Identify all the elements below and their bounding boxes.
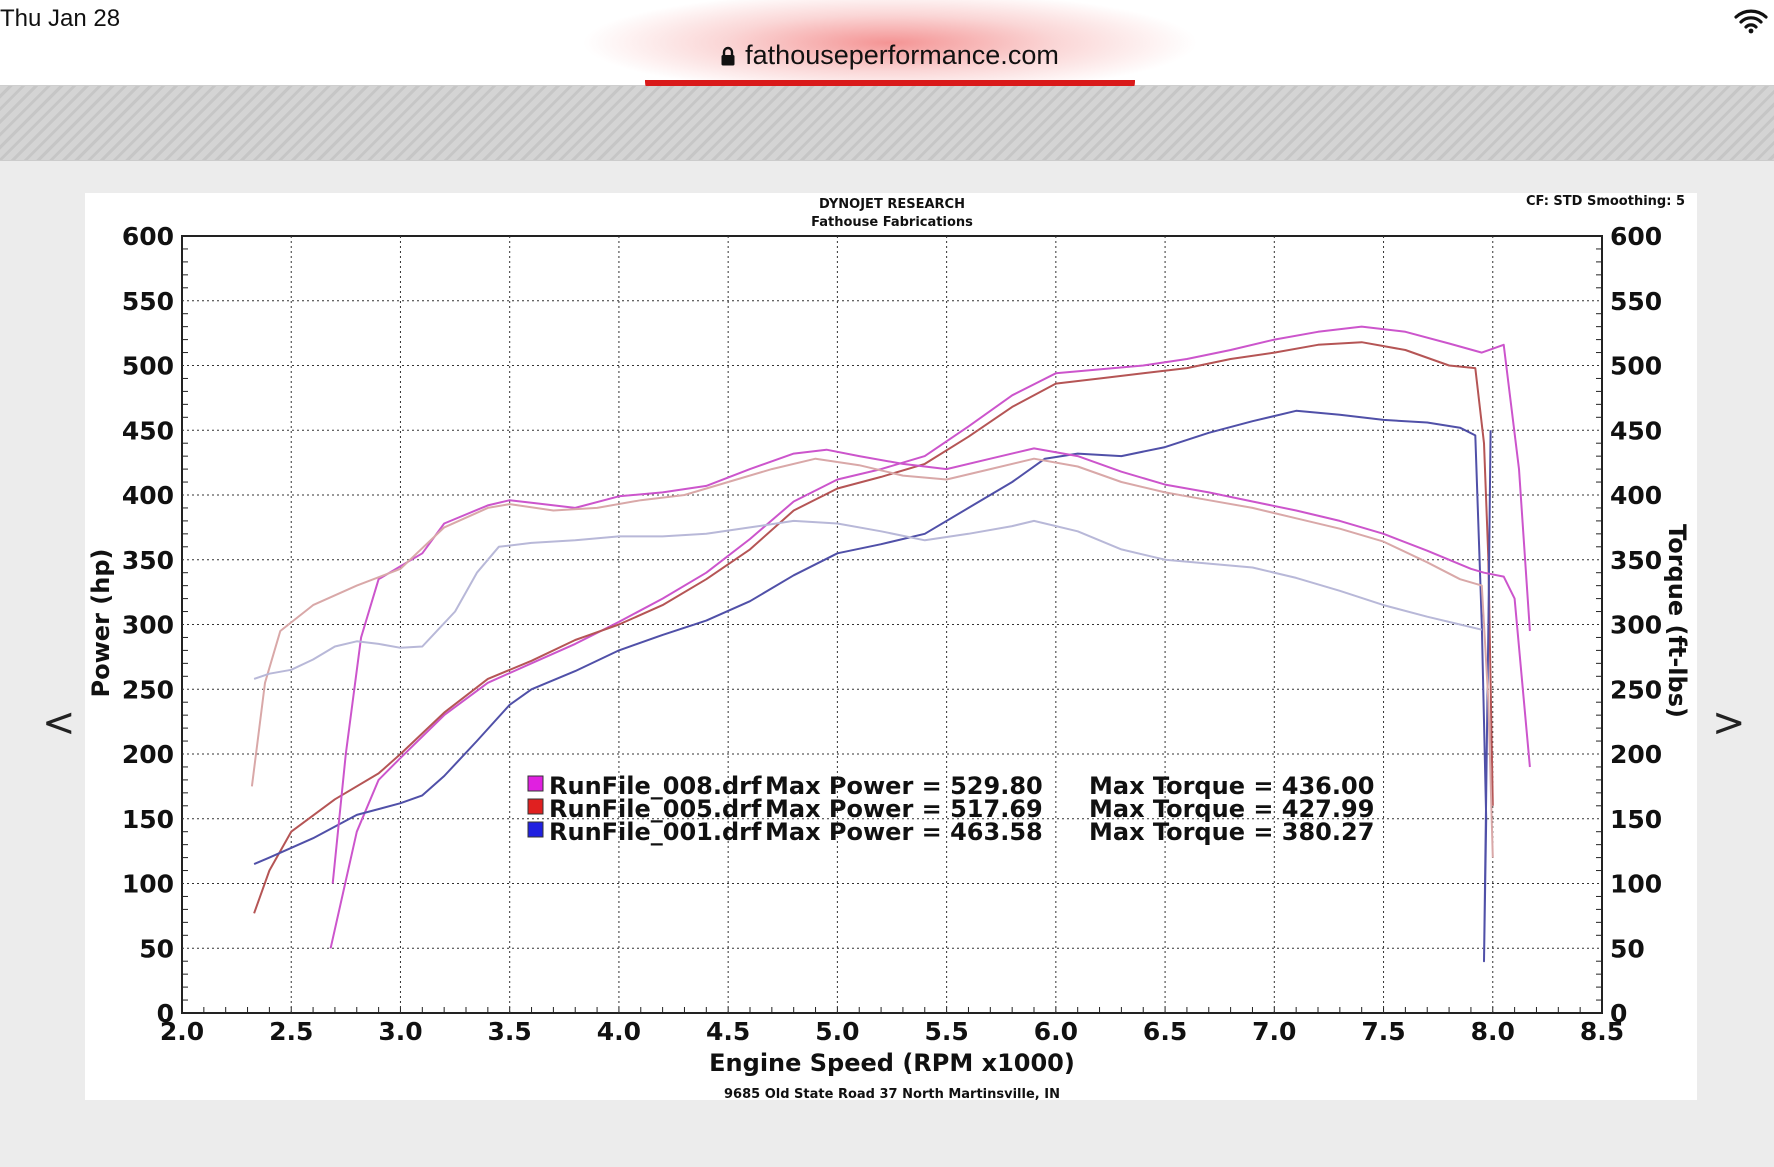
- x-tick-label: 3.5: [488, 1017, 532, 1046]
- chart-footer: 9685 Old State Road 37 North Martinsvill…: [724, 1087, 1060, 1100]
- legend-max-power: Max Power = 529.80: [765, 772, 1043, 800]
- lock-icon: [721, 46, 735, 66]
- chart-subtitle: Fathouse Fabrications: [811, 215, 973, 230]
- address-bar[interactable]: fathouseperformance.com: [640, 30, 1140, 82]
- legend-max-torque: Max Torque = 436.00: [1089, 772, 1374, 800]
- y-tick-label-right: 0: [1610, 999, 1627, 1028]
- legend-max-power: Max Power = 517.69: [765, 795, 1043, 823]
- y-tick-label-left: 600: [122, 222, 174, 251]
- legend-max-power: Max Power = 463.58: [765, 818, 1043, 846]
- chart-corner-note: CF: STD Smoothing: 5: [1526, 194, 1685, 209]
- y-tick-label-left: 100: [122, 870, 174, 899]
- y-tick-label-right: 350: [1610, 546, 1662, 575]
- y-tick-label-right: 550: [1610, 287, 1662, 316]
- site-header-band: [0, 86, 1774, 161]
- y-tick-label-right: 600: [1610, 222, 1662, 251]
- y-tick-label-right: 300: [1610, 611, 1662, 640]
- series-torque-line: [331, 447, 1531, 884]
- y-tick-label-right: 50: [1610, 934, 1645, 963]
- x-tick-label: 8.0: [1471, 1017, 1515, 1046]
- y-tick-label-right: 250: [1610, 675, 1662, 704]
- y-tick-label-right: 150: [1610, 805, 1662, 834]
- series-power-line: [253, 341, 1494, 914]
- series-power-line: [253, 409, 1492, 963]
- y-tick-label-left: 0: [157, 999, 174, 1028]
- x-tick-label: 4.5: [706, 1017, 750, 1046]
- series-torque-line: [250, 457, 1494, 858]
- x-tick-label: 3.0: [378, 1017, 422, 1046]
- legend-run-label: RunFile_001.drf: [549, 818, 762, 846]
- legend-max-torque: Max Torque = 380.27: [1089, 818, 1374, 846]
- x-tick-label: 5.5: [924, 1017, 968, 1046]
- y-tick-label-left: 50: [139, 934, 174, 963]
- y-tick-label-right: 200: [1610, 740, 1662, 769]
- url-loading-glow: [580, 0, 1200, 95]
- x-tick-label: 6.0: [1034, 1017, 1078, 1046]
- url-text: fathouseperformance.com: [745, 40, 1059, 70]
- y-tick-label-left: 150: [122, 805, 174, 834]
- y-tick-label-left: 550: [122, 287, 174, 316]
- x-tick-label: 4.0: [597, 1017, 641, 1046]
- x-tick-label: 6.5: [1143, 1017, 1187, 1046]
- x-tick-label: 7.0: [1252, 1017, 1296, 1046]
- dyno-chart: 0 0 50 50 100 100 150 150 200 200 250 250 300 300 350 3…: [87, 194, 1691, 1100]
- y-tick-label-right: 500: [1610, 352, 1662, 381]
- y-tick-label-left: 300: [122, 611, 174, 640]
- y-tick-label-right: 450: [1610, 416, 1662, 445]
- legend-run-label: RunFile_008.drf: [549, 772, 762, 800]
- legend-max-torque: Max Torque = 427.99: [1089, 795, 1374, 823]
- y-tick-label-right: 100: [1610, 870, 1662, 899]
- x-tick-label: 7.5: [1361, 1017, 1405, 1046]
- y-axis-right-label: Torque (ft-lbs): [1663, 524, 1691, 718]
- y-tick-label-right: 400: [1610, 481, 1662, 510]
- y-tick-label-left: 200: [122, 740, 174, 769]
- x-tick-label: 5.0: [815, 1017, 859, 1046]
- legend-swatch: [527, 775, 544, 792]
- y-tick-label-left: 450: [122, 416, 174, 445]
- wifi-icon: [1734, 9, 1768, 34]
- series-torque-line: [253, 519, 1483, 680]
- dyno-chart-image: 0 0 50 50 100 100 150 150 200 200 250 250 300 300 350 3…: [85, 193, 1697, 1100]
- y-axis-left-label: Power (hp): [87, 549, 115, 698]
- legend-swatch: [527, 821, 544, 838]
- status-time: Thu Jan 28: [0, 5, 121, 32]
- y-tick-label-left: 350: [122, 546, 174, 575]
- y-tick-label-left: 250: [122, 675, 174, 704]
- y-tick-label-left: 400: [122, 481, 174, 510]
- series-power-line: [329, 325, 1531, 949]
- prev-arrow-button[interactable]: <: [42, 700, 76, 746]
- legend-swatch: [527, 798, 544, 815]
- legend-run-label: RunFile_005.drf: [549, 795, 762, 823]
- x-tick-label: 2.0: [160, 1017, 204, 1046]
- y-tick-label-left: 500: [122, 352, 174, 381]
- x-axis-label: Engine Speed (RPM x1000): [709, 1049, 1075, 1077]
- next-arrow-button[interactable]: >: [1712, 700, 1746, 746]
- chart-title: DYNOJET RESEARCH: [819, 197, 965, 212]
- x-tick-label: 2.5: [269, 1017, 313, 1046]
- x-tick-label: 8.5: [1580, 1017, 1624, 1046]
